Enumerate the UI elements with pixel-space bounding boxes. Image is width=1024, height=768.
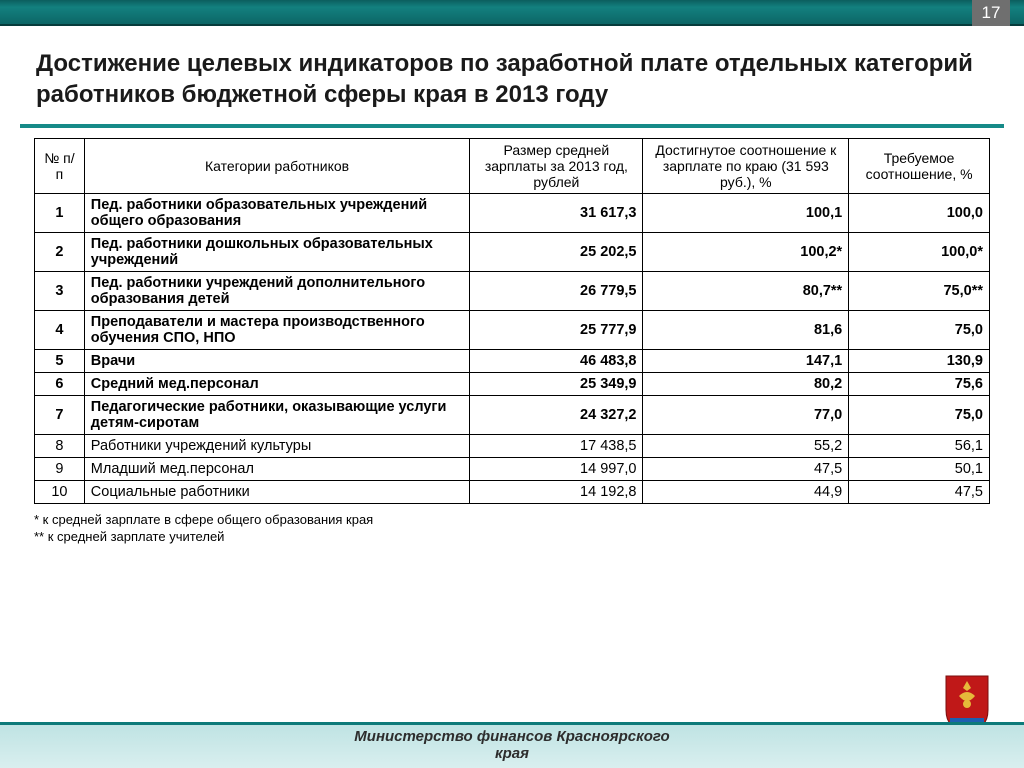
cell-salary: 17 438,5 (470, 435, 643, 458)
table-row: 1Пед. работники образовательных учрежден… (35, 194, 990, 233)
cell-number: 10 (35, 481, 85, 504)
cell-achieved: 55,2 (643, 435, 849, 458)
footnote-2: ** к средней зарплате учителей (34, 529, 990, 546)
cell-required: 75,0 (849, 396, 990, 435)
table-row: 9Младший мед.персонал14 997,047,550,1 (35, 458, 990, 481)
cell-category: Пед. работники учреждений дополнительног… (84, 272, 469, 311)
table-row: 3Пед. работники учреждений дополнительно… (35, 272, 990, 311)
cell-achieved: 47,5 (643, 458, 849, 481)
table-row: 6Средний мед.персонал25 349,980,275,6 (35, 373, 990, 396)
cell-category: Педагогические работники, оказывающие ус… (84, 396, 469, 435)
cell-required: 130,9 (849, 350, 990, 373)
table-row: 4Преподаватели и мастера производственно… (35, 311, 990, 350)
footer-bar: Министерство финансов Красноярского края (0, 722, 1024, 768)
col-header-achieved: Достигнутое соотношение к зарплате по кр… (643, 139, 849, 194)
table-row: 10Социальные работники14 192,844,947,5 (35, 481, 990, 504)
divider (20, 124, 1004, 128)
cell-achieved: 100,1 (643, 194, 849, 233)
cell-required: 50,1 (849, 458, 990, 481)
cell-category: Социальные работники (84, 481, 469, 504)
cell-required: 100,0* (849, 233, 990, 272)
table-row: 7Педагогические работники, оказывающие у… (35, 396, 990, 435)
cell-salary: 24 327,2 (470, 396, 643, 435)
cell-number: 4 (35, 311, 85, 350)
cell-salary: 31 617,3 (470, 194, 643, 233)
slide-title: Достижение целевых индикаторов по зарабо… (36, 48, 988, 110)
cell-achieved: 80,7** (643, 272, 849, 311)
cell-category: Средний мед.персонал (84, 373, 469, 396)
top-bar: 17 (0, 0, 1024, 26)
cell-number: 5 (35, 350, 85, 373)
cell-salary: 25 349,9 (470, 373, 643, 396)
cell-number: 6 (35, 373, 85, 396)
cell-number: 8 (35, 435, 85, 458)
footer-line-2: края (495, 745, 529, 762)
col-header-required: Требуемое соотношение, % (849, 139, 990, 194)
cell-salary: 25 202,5 (470, 233, 643, 272)
cell-salary: 46 483,8 (470, 350, 643, 373)
cell-required: 75,6 (849, 373, 990, 396)
cell-number: 2 (35, 233, 85, 272)
cell-category: Пед. работники образовательных учреждени… (84, 194, 469, 233)
cell-required: 75,0 (849, 311, 990, 350)
col-header-salary: Размер средней зарплаты за 2013 год, руб… (470, 139, 643, 194)
cell-category: Пед. работники дошкольных образовательны… (84, 233, 469, 272)
table-row: 5Врачи46 483,8147,1130,9 (35, 350, 990, 373)
indicators-table: № п/п Категории работников Размер средне… (34, 138, 990, 504)
cell-required: 75,0** (849, 272, 990, 311)
cell-salary: 14 997,0 (470, 458, 643, 481)
cell-achieved: 77,0 (643, 396, 849, 435)
cell-salary: 14 192,8 (470, 481, 643, 504)
cell-number: 3 (35, 272, 85, 311)
cell-category: Преподаватели и мастера производственног… (84, 311, 469, 350)
cell-number: 9 (35, 458, 85, 481)
cell-category: Младший мед.персонал (84, 458, 469, 481)
page-number: 17 (972, 0, 1010, 26)
footnotes: * к средней зарплате в сфере общего обра… (34, 512, 990, 546)
footer-text: Министерство финансов Красноярского края (0, 728, 1024, 763)
cell-category: Врачи (84, 350, 469, 373)
cell-achieved: 81,6 (643, 311, 849, 350)
cell-category: Работники учреждений культуры (84, 435, 469, 458)
footnote-1: * к средней зарплате в сфере общего обра… (34, 512, 990, 529)
cell-salary: 26 779,5 (470, 272, 643, 311)
col-header-number: № п/п (35, 139, 85, 194)
content: № п/п Категории работников Размер средне… (34, 138, 990, 504)
cell-salary: 25 777,9 (470, 311, 643, 350)
cell-number: 1 (35, 194, 85, 233)
cell-required: 56,1 (849, 435, 990, 458)
table-row: 2Пед. работники дошкольных образовательн… (35, 233, 990, 272)
table-header-row: № п/п Категории работников Размер средне… (35, 139, 990, 194)
cell-required: 100,0 (849, 194, 990, 233)
cell-achieved: 100,2* (643, 233, 849, 272)
footer-line-1: Министерство финансов Красноярского (354, 728, 669, 745)
cell-number: 7 (35, 396, 85, 435)
cell-achieved: 44,9 (643, 481, 849, 504)
cell-achieved: 147,1 (643, 350, 849, 373)
col-header-category: Категории работников (84, 139, 469, 194)
cell-required: 47,5 (849, 481, 990, 504)
table-row: 8Работники учреждений культуры17 438,555… (35, 435, 990, 458)
cell-achieved: 80,2 (643, 373, 849, 396)
